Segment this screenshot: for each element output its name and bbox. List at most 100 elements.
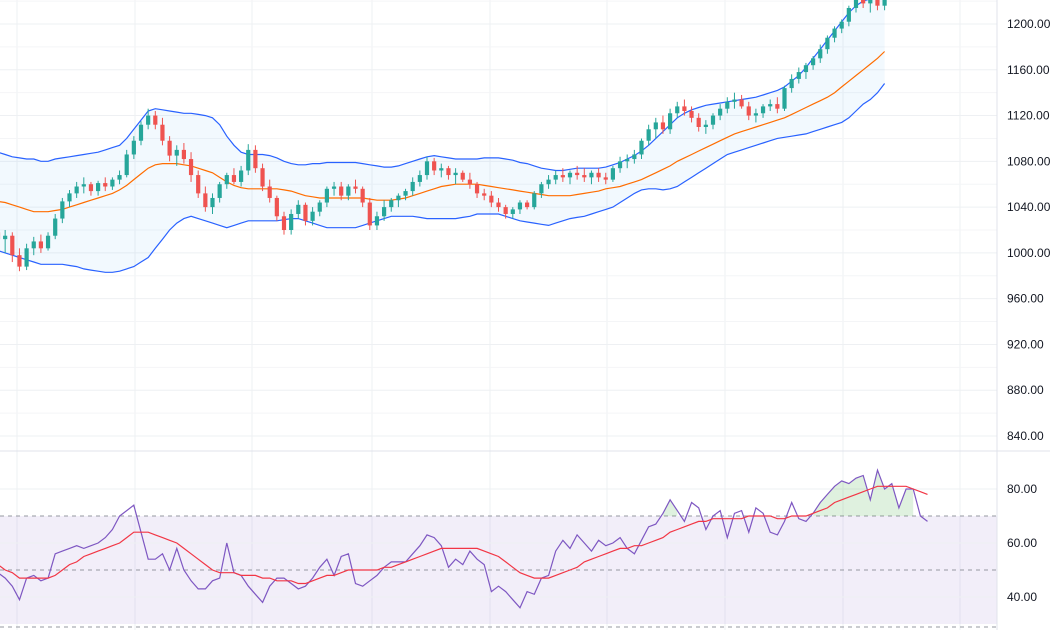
candle-body — [853, 0, 859, 8]
candle-118 — [839, 19, 844, 34]
candle-body — [861, 0, 866, 4]
candle-35 — [246, 144, 251, 176]
candle-body — [811, 58, 816, 66]
candle-body — [553, 175, 558, 180]
rsi-overbought-fill-7 — [813, 470, 914, 516]
candle-body — [224, 175, 229, 185]
candle-36 — [253, 145, 258, 173]
candle-body — [289, 213, 294, 230]
candle-5 — [31, 236, 36, 256]
candle-body — [839, 21, 844, 29]
candle-66 — [467, 172, 472, 189]
candle-body — [74, 186, 79, 194]
price-axis[interactable]: 840.00 880.00 920.00 960.00 1000.00 1040.00 10… — [996, 0, 1050, 630]
candle-53 — [374, 211, 380, 230]
candle-body — [496, 202, 501, 208]
candle-body — [482, 193, 487, 196]
candle-body — [353, 186, 358, 189]
candle-15 — [103, 177, 108, 192]
candle-body — [181, 149, 186, 160]
candle-body — [875, 0, 880, 6]
rsi-ma-line — [0, 485, 928, 585]
candle-body — [138, 124, 144, 141]
candle-108 — [768, 99, 773, 111]
candle-body — [217, 184, 222, 198]
candle-122 — [868, 0, 873, 13]
candle-45 — [317, 200, 322, 217]
candle-109 — [775, 97, 780, 114]
candle-28 — [196, 170, 201, 198]
candle-25 — [174, 145, 179, 166]
candle-104 — [739, 94, 744, 109]
candle-body — [546, 179, 551, 185]
candle-body — [675, 106, 680, 114]
candle-body — [389, 200, 394, 208]
candle-44 — [310, 207, 315, 226]
candle-body — [582, 175, 587, 178]
candle-body — [718, 108, 723, 116]
candle-body — [167, 140, 172, 156]
candle-body — [825, 37, 830, 50]
candle-body — [775, 104, 780, 109]
candle-46 — [324, 186, 329, 208]
candle-26 — [181, 143, 186, 164]
candle-body — [110, 179, 115, 187]
candle-body — [803, 65, 809, 73]
candle-84 — [596, 168, 601, 182]
candle-body — [560, 175, 565, 178]
candle-17 — [117, 170, 122, 185]
rsi-pane — [0, 468, 997, 628]
candle-56 — [396, 193, 401, 208]
candle-98 — [696, 113, 701, 132]
candle-33 — [231, 168, 237, 185]
candle-body — [45, 235, 51, 249]
candle-119 — [846, 5, 851, 27]
candle-body — [153, 115, 158, 125]
candle-body — [231, 175, 237, 182]
candle-body — [67, 193, 72, 202]
candle-67 — [474, 181, 480, 198]
candle-79 — [560, 168, 565, 182]
price-tick-label: 960.00 — [1007, 292, 1044, 306]
candle-body — [324, 188, 329, 203]
candle-body — [374, 216, 380, 226]
bollinger-bands — [0, 0, 886, 273]
candle-63 — [446, 165, 451, 180]
candle-116 — [825, 35, 830, 54]
candle-body — [832, 28, 837, 38]
candle-body — [517, 202, 523, 210]
candle-body — [396, 195, 401, 201]
candle-113 — [803, 62, 809, 79]
candle-body — [424, 161, 430, 176]
candle-83 — [589, 170, 594, 185]
candle-body — [88, 184, 94, 192]
bollinger-lower-line — [0, 83, 886, 273]
candle-body — [668, 113, 673, 130]
candle-24 — [167, 136, 172, 162]
candle-105 — [746, 101, 751, 121]
candle-76 — [539, 181, 544, 198]
candle-body — [117, 175, 122, 180]
candle-41 — [289, 209, 294, 235]
candle-body — [639, 140, 644, 155]
candle-body — [796, 72, 801, 79]
candle-body — [760, 106, 766, 114]
candle-body — [53, 218, 58, 236]
price-tick-label: 1200.00 — [1007, 17, 1050, 31]
rsi-line — [0, 468, 928, 609]
candle-86 — [610, 165, 615, 182]
candle-57 — [403, 188, 408, 201]
candle-77 — [546, 175, 551, 189]
candle-body — [10, 235, 15, 256]
candle-body — [682, 106, 687, 111]
candle-27 — [188, 152, 194, 182]
candle-115 — [818, 44, 823, 63]
candle-82 — [582, 168, 587, 182]
candle-4 — [24, 243, 29, 271]
candle-42 — [296, 200, 301, 219]
candle-body — [689, 110, 694, 118]
candle-body — [239, 170, 244, 182]
candle-body — [446, 168, 451, 176]
